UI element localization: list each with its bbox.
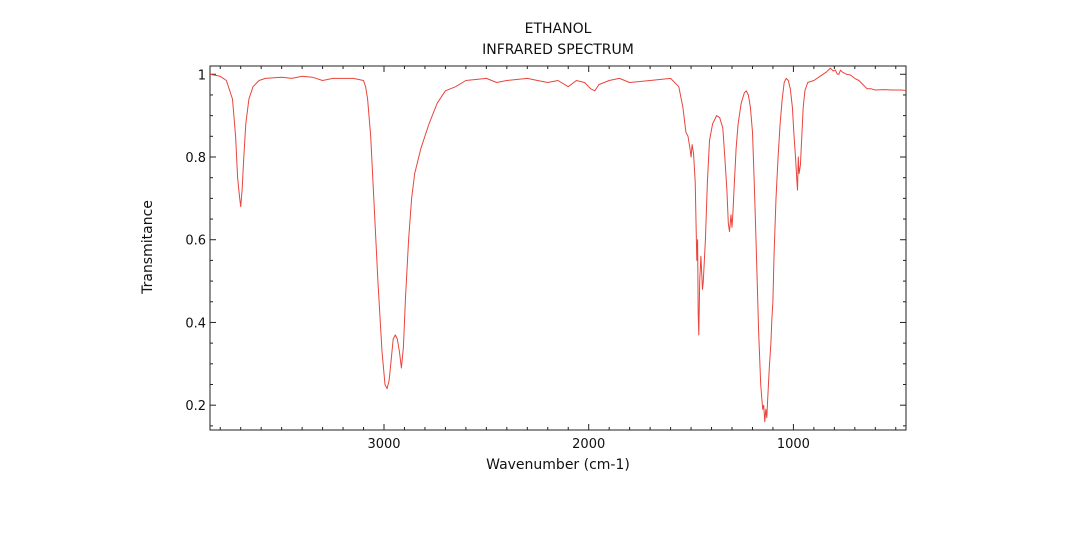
chart-title: ETHANOL: [525, 21, 592, 37]
y-axis-label: Transmitance: [140, 200, 156, 295]
y-tick-label: 0.4: [185, 316, 206, 331]
x-axis-label: Wavenumber (cm-1): [486, 457, 630, 473]
chart-subtitle: INFRARED SPECTRUM: [482, 42, 634, 58]
x-tick-label: 2000: [572, 437, 605, 452]
y-tick-label: 0.2: [185, 399, 206, 414]
y-axis: 0.2 0.4 0.6 0.8 1: [185, 68, 906, 427]
y-tick-label: 1: [198, 68, 206, 83]
x-tick-label: 1000: [777, 437, 810, 452]
x-axis: 3000 2000 1000: [219, 66, 897, 452]
spectrum-line: [209, 67, 907, 423]
plot-frame: [209, 65, 907, 431]
y-tick-label: 0.8: [185, 151, 206, 166]
x-tick-label: 3000: [367, 437, 400, 452]
y-tick-label: 0.6: [185, 234, 206, 249]
